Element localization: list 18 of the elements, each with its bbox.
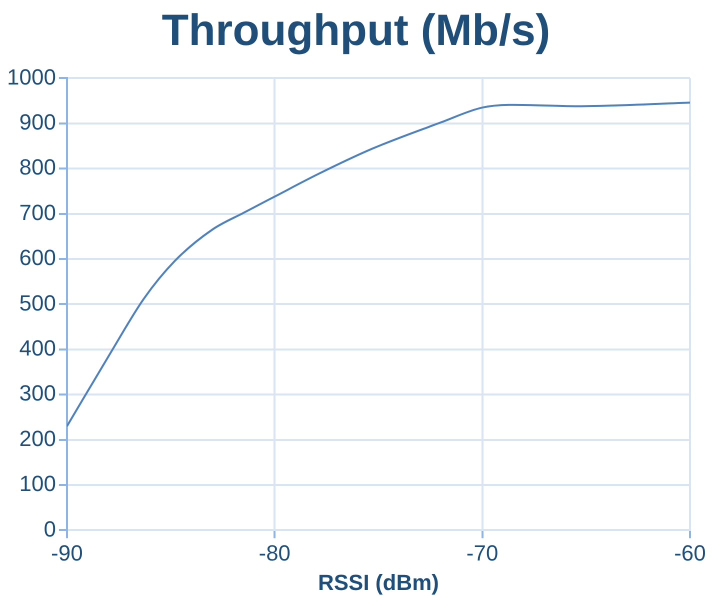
- y-tick-label: 1000: [6, 64, 56, 90]
- chart-title: Throughput (Mb/s): [160, 5, 552, 57]
- x-tick-label: -80: [258, 540, 291, 566]
- y-tick-label: 100: [19, 471, 56, 496]
- y-tick-label: 700: [19, 200, 56, 225]
- x-tick-label: -90: [51, 540, 83, 566]
- y-tick-label: 400: [19, 335, 56, 360]
- y-tick-label: 200: [19, 426, 56, 451]
- x-axis-title: RSSI (dBm): [318, 570, 439, 595]
- line-series: [66, 102, 690, 428]
- x-tick-label: -70: [466, 540, 498, 566]
- y-tick-label: 500: [19, 290, 56, 316]
- y-tick-label: 900: [19, 109, 56, 134]
- x-tick-label: -60: [674, 540, 706, 566]
- y-tick-label: 600: [19, 245, 56, 270]
- y-tick-label: 0: [44, 516, 56, 542]
- y-tick-label: 300: [19, 380, 56, 406]
- y-tick-label: 800: [19, 154, 56, 180]
